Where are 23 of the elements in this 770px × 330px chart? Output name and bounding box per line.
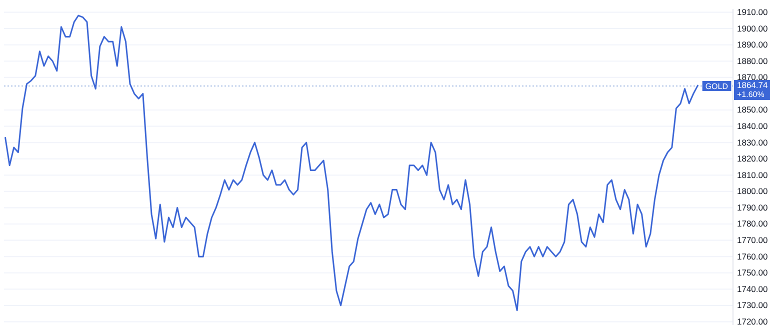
text: GOLD bbox=[705, 82, 728, 91]
y-tick-label: 1740.00 bbox=[737, 284, 768, 294]
y-tick-label: 1800.00 bbox=[737, 186, 768, 196]
y-tick-label: 1720.00 bbox=[737, 316, 768, 326]
y-tick-label: 1910.00 bbox=[737, 6, 768, 17]
line-series bbox=[4, 14, 698, 312]
ref-line-label: 1864.74 bbox=[737, 80, 768, 90]
y-tick-label: 1820.00 bbox=[737, 154, 768, 164]
y-tick-label: 1870.00 bbox=[737, 72, 768, 82]
y-tick-label: 1760.00 bbox=[737, 251, 768, 262]
y-tick-label: 1840.00 bbox=[737, 121, 768, 131]
text: +1.60% bbox=[737, 90, 764, 99]
y-tick-label: 1750.00 bbox=[737, 268, 768, 278]
y-tick-label: 1770.00 bbox=[737, 235, 768, 246]
y-tick-label: 1810.00 bbox=[737, 170, 768, 180]
y-tick-label: 1900.00 bbox=[737, 23, 768, 34]
y-tick-label: 1850.00 bbox=[737, 104, 768, 115]
y-tick-label: 1830.00 bbox=[737, 137, 768, 148]
y-tick-label: 1890.00 bbox=[737, 40, 768, 50]
y-tick-label: 1780.00 bbox=[737, 218, 768, 229]
y-tick-label: 1790.00 bbox=[737, 202, 768, 212]
y-tick-label: 1880.00 bbox=[737, 56, 768, 66]
y-tick-label: 1730.00 bbox=[737, 300, 768, 310]
